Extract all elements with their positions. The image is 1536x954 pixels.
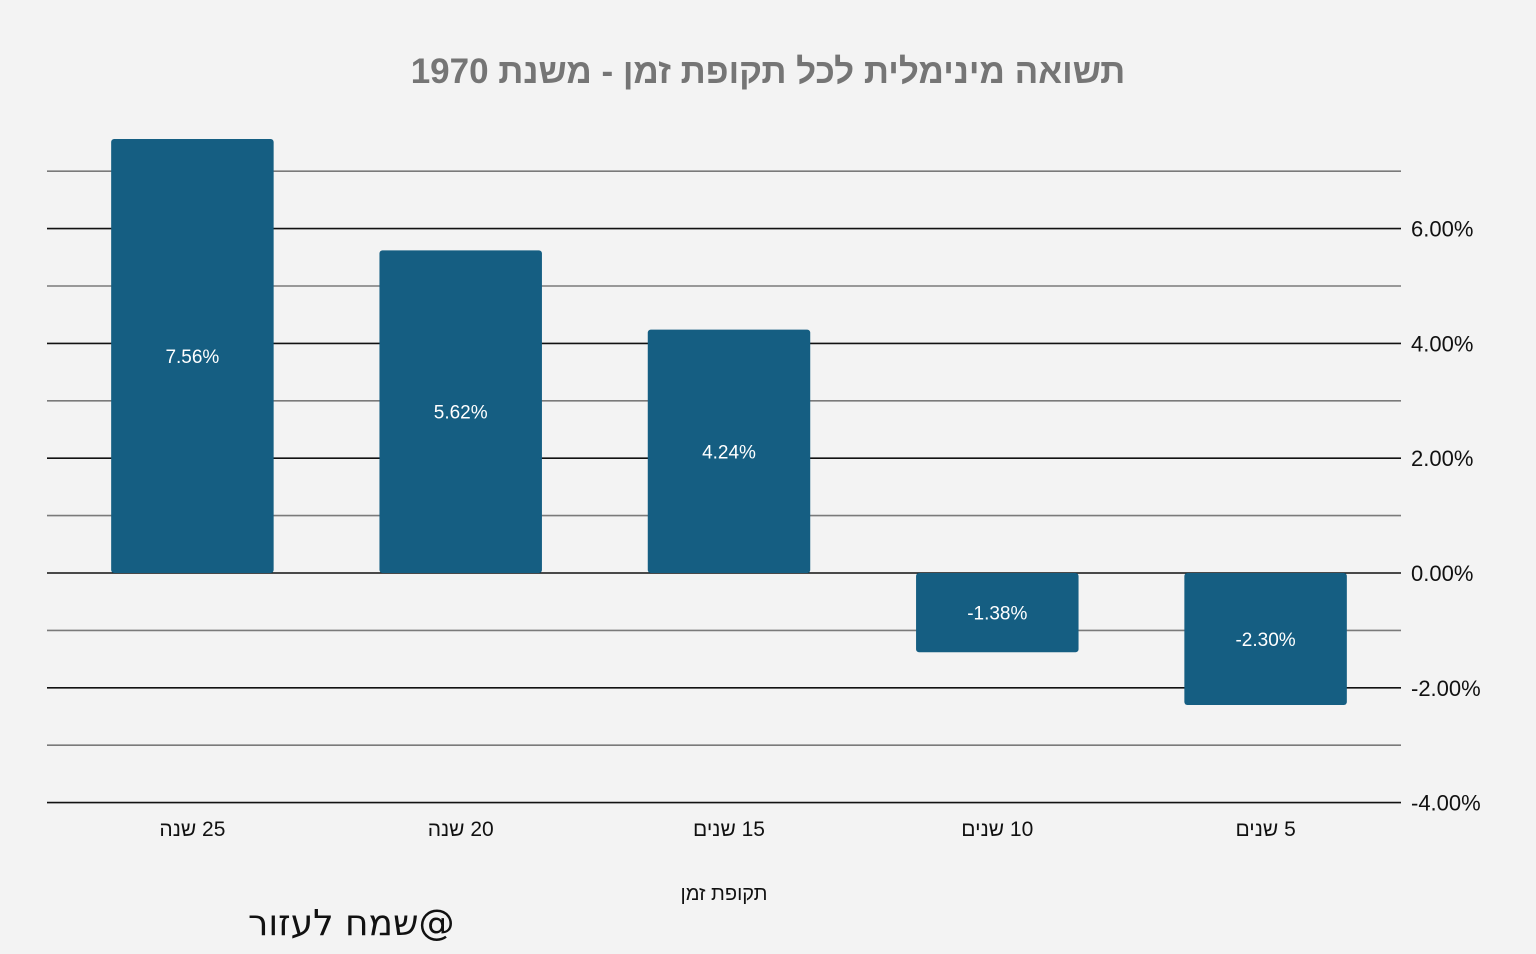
- x-category-label-1: 20 שנה: [428, 818, 494, 841]
- y-tick-label-2: 0.00%: [1411, 561, 1473, 586]
- bar-2: [647, 329, 811, 573]
- x-category-label-4: 5 שנים: [1235, 818, 1295, 841]
- y-tick-label-4: 4.00%: [1411, 331, 1473, 356]
- y-tick-label-5: 6.00%: [1411, 217, 1473, 242]
- x-axis-categories: 25 שנה 20 שנה 15 שנים 10 שנים 5 שנים: [159, 818, 1295, 841]
- bar-data-label-3: -1.38%: [967, 604, 1027, 625]
- bar-data-label-0: 7.56%: [165, 347, 219, 368]
- bar-data-label-4: -2.30%: [1235, 630, 1295, 651]
- x-axis-label: תקופת זמן: [681, 883, 768, 905]
- y-tick-label-0: -4.00%: [1411, 791, 1481, 816]
- bar-data-label-1: 5.62%: [434, 403, 488, 424]
- bars: 7.56% 5.62% 4.24% -1.38% -2.30%: [111, 139, 1347, 706]
- x-category-label-3: 10 שנים: [961, 818, 1033, 841]
- chart-title: תשואה מינימלית לכל תקופת זמן - משנת 1970: [411, 52, 1126, 91]
- bar-0: [111, 139, 274, 573]
- bar-1: [379, 250, 542, 574]
- y-tick-label-3: 2.00%: [1411, 446, 1473, 471]
- watermark: @שמח לעזור: [248, 903, 455, 944]
- y-axis-ticks: -4.00% -2.00% 0.00% 2.00% 4.00% 6.00%: [1411, 217, 1481, 816]
- x-category-label-2: 15 שנים: [693, 818, 765, 841]
- bar-4: [1184, 573, 1347, 706]
- bar-data-label-2: 4.24%: [702, 442, 756, 463]
- bar-3: [916, 573, 1079, 653]
- x-category-label-0: 25 שנה: [159, 818, 225, 841]
- y-tick-label-1: -2.00%: [1411, 676, 1481, 701]
